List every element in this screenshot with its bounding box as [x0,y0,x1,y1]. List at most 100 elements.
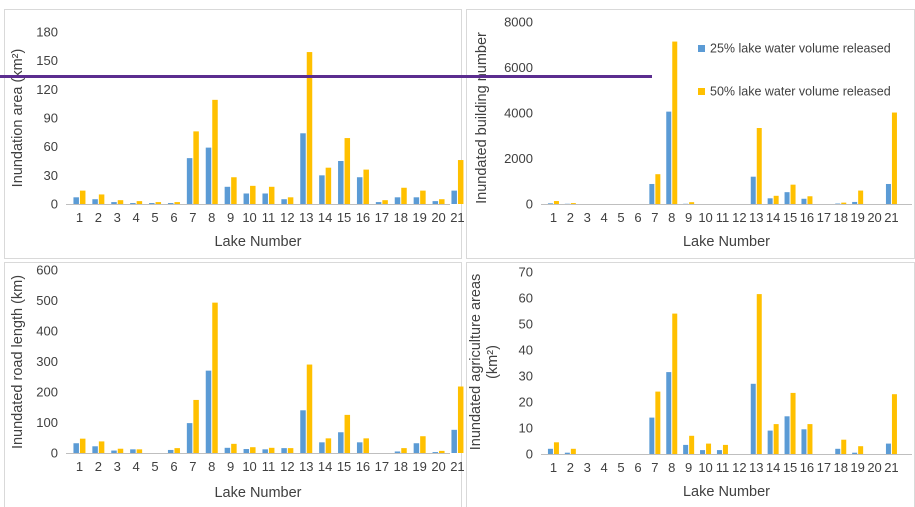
x-tick-label: 6 [170,210,177,225]
bar-25pct [111,202,117,204]
y-tick-label: 4000 [504,106,533,121]
x-tick-label: 13 [749,460,763,475]
bar-25pct [186,423,193,453]
bar-50pct [363,169,369,204]
x-tick-label: 9 [227,210,234,225]
y-tick-label: 180 [36,25,58,40]
x-tick-label: 9 [227,459,234,474]
bar-25pct [394,197,401,204]
legend-label: 25% lake water volume released [710,42,891,56]
legend-swatch [698,45,705,52]
chart-panel-border [466,9,915,259]
bar-25pct [394,451,401,453]
bar-25pct [243,449,250,453]
x-tick-label: 21 [450,459,464,474]
y-tick-label: 2000 [504,151,533,166]
y-tick-label: 120 [36,82,58,97]
bar-50pct [553,442,559,454]
x-tick-label: 13 [749,210,763,225]
bar-25pct [885,183,891,204]
bar-25pct [666,372,672,454]
y-axis-label: Inundated building number [474,32,490,204]
bar-50pct [457,386,464,453]
x-tick-label: 7 [651,460,658,475]
bar-25pct [224,186,231,204]
x-tick-label: 17 [375,210,389,225]
x-tick-label: 16 [356,459,370,474]
x-tick-label: 15 [337,210,351,225]
bar-50pct [382,200,388,204]
bar-25pct [319,175,325,204]
bar-25pct [73,197,79,204]
bar-50pct [553,201,559,204]
y-axis-label: Inundated agriculture areas [468,274,484,451]
bar-25pct [186,158,193,204]
x-tick-label: 1 [550,210,557,225]
bar-25pct [716,450,722,454]
x-tick-label: 15 [783,460,797,475]
x-axis-label: Lake Number [214,485,301,501]
y-tick-label: 0 [526,447,533,462]
bar-50pct [790,184,796,204]
bar-25pct [767,198,773,204]
bar-50pct [344,414,351,453]
x-tick-label: 14 [318,210,332,225]
x-tick-label: 2 [95,210,102,225]
bar-25pct [130,449,136,453]
bar-50pct [287,448,294,453]
x-tick-label: 18 [834,210,848,225]
bar-50pct [858,190,864,204]
x-tick-label: 11 [262,210,276,225]
bar-50pct [231,177,237,204]
bar-50pct [689,435,695,454]
bar-25pct [432,452,439,453]
x-tick-label: 16 [800,460,814,475]
bar-25pct [413,197,420,204]
x-tick-label: 4 [601,460,608,475]
bar-25pct [564,452,570,454]
x-tick-label: 7 [651,210,658,225]
x-tick-label: 10 [242,459,256,474]
chart-legend: 25% lake water volume released 50% lake w… [698,42,891,99]
x-tick-label: 20 [867,210,881,225]
y-tick-label: 500 [36,293,58,308]
x-tick-label: 12 [280,459,294,474]
x-tick-label: 10 [698,460,712,475]
y-tick-label: 300 [36,354,58,369]
bar-50pct [117,448,124,453]
x-tick-label: 19 [850,460,864,475]
y-tick-label: 40 [519,343,533,358]
bar-50pct [98,194,105,204]
bar-25pct [750,176,756,204]
bar-25pct [451,429,457,453]
bar-25pct [683,444,689,454]
chart-panel-border [466,262,915,507]
bar-25pct [167,449,174,453]
x-tick-label: 4 [133,459,140,474]
bar-25pct [649,183,655,204]
y-tick-label: 30 [44,168,58,183]
bar-50pct [756,128,762,204]
y-tick-label: 50 [519,317,533,332]
x-tick-label: 10 [698,210,712,225]
bar-25pct [356,442,363,453]
x-tick-label: 8 [208,210,215,225]
bar-50pct [250,447,256,453]
y-tick-label: 100 [36,415,58,430]
x-tick-label: 15 [783,210,797,225]
bar-25pct [835,448,841,454]
bar-50pct [268,447,275,453]
bar-50pct [891,112,897,204]
y-tick-label: 20 [519,395,533,410]
x-tick-label: 11 [716,460,730,475]
x-tick-label: 21 [884,460,898,475]
bar-25pct [319,442,325,453]
y-tick-label: 90 [44,111,58,126]
bar-50pct [706,443,712,454]
chart-panel-border [4,262,462,507]
x-tick-label: 21 [884,210,898,225]
bar-50pct [325,438,332,453]
x-tick-label: 8 [208,459,215,474]
x-tick-label: 20 [431,210,445,225]
